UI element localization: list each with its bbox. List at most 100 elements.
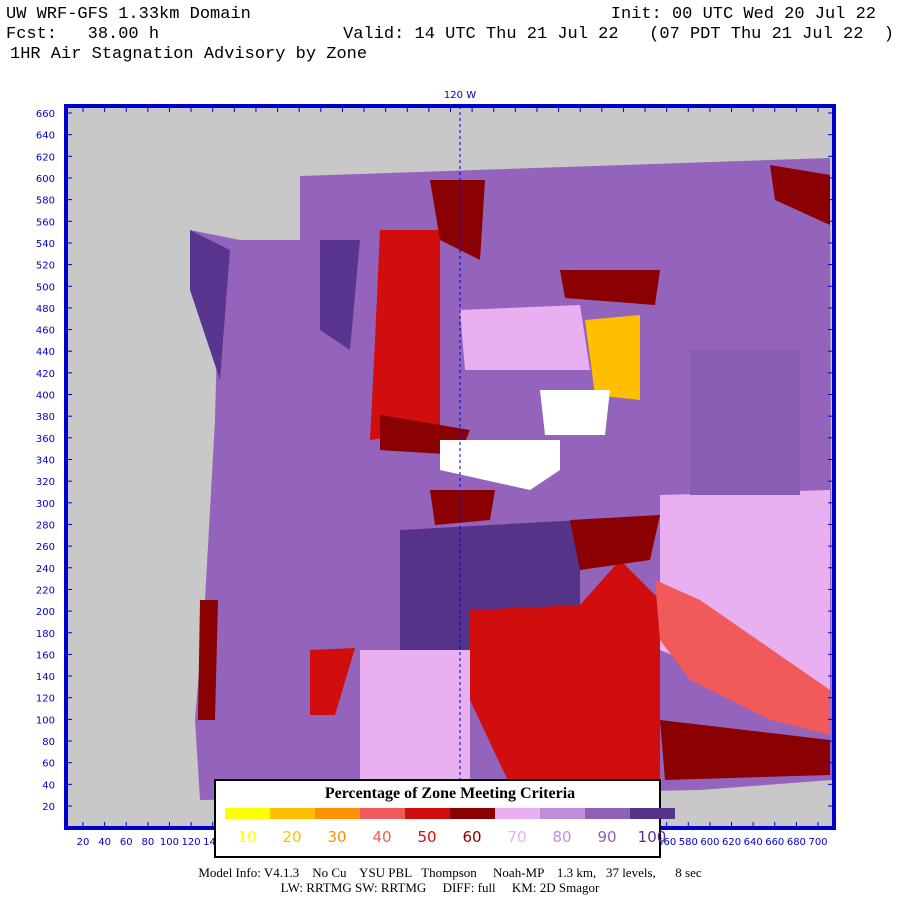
zone (585, 315, 640, 400)
x-tick-label: 560 (657, 837, 676, 848)
zone (190, 230, 230, 380)
legend-swatch (270, 808, 315, 819)
legend-label: 70 (507, 828, 526, 846)
y-tick-label: 660 (36, 109, 55, 120)
y-tick-label: 340 (36, 456, 55, 467)
x-tick-label: 600 (700, 837, 719, 848)
y-tick-label: 420 (36, 369, 55, 380)
y-tick-label: 560 (36, 217, 55, 228)
legend-swatch (225, 808, 270, 819)
legend-label: 30 (327, 828, 346, 846)
zone (440, 440, 560, 490)
y-tick-label: 140 (36, 672, 55, 683)
zone (570, 515, 660, 570)
zone (655, 580, 830, 735)
y-tick-label: 200 (36, 607, 55, 618)
legend: Percentage of Zone Meeting Criteria 10 20… (214, 779, 675, 858)
x-tick-label: 700 (808, 837, 827, 848)
x-tick-label: 40 (98, 837, 111, 848)
legend-swatch (540, 808, 585, 819)
x-tick-label: 100 (160, 837, 179, 848)
y-tick-label: 120 (36, 694, 55, 705)
y-tick-label: 240 (36, 564, 55, 575)
y-tick-label: 380 (36, 412, 55, 423)
valid-time: Valid: 14 UTC Thu 21 Jul 22 (07 PDT Thu … (343, 25, 894, 44)
legend-swatch (585, 808, 630, 819)
legend-swatch (450, 808, 495, 819)
x-tick-label: 20 (77, 837, 90, 848)
y-tick-label: 600 (36, 174, 55, 185)
y-tick-label: 360 (36, 434, 55, 445)
zone (360, 650, 470, 780)
x-tick-label: 120 (182, 837, 201, 848)
legend-label: 20 (282, 828, 301, 846)
x-tick-label: 140 (203, 837, 222, 848)
zone (430, 180, 485, 260)
x-tick-label: 580 (679, 837, 698, 848)
y-tick-label: 460 (36, 326, 55, 337)
y-tick-label: 20 (42, 802, 55, 813)
y-tick-label: 320 (36, 477, 55, 488)
x-tick-label: 660 (765, 837, 784, 848)
zone (690, 350, 800, 495)
footer-model-info: Model Info: V4.1.3 No Cu YSU PBL Thompso… (198, 865, 701, 880)
zone (470, 560, 660, 785)
y-tick-label: 480 (36, 304, 55, 315)
legend-swatch (630, 808, 675, 819)
zone (198, 600, 218, 720)
zone (430, 490, 495, 525)
legend-levels: 10 20 30 40 50 60 70 80 90 100 (225, 808, 675, 846)
legend-label: 80 (552, 828, 571, 846)
y-tick-label: 580 (36, 196, 55, 207)
x-tick-label: 640 (744, 837, 763, 848)
legend-label: 90 (597, 828, 616, 846)
y-tick-label: 640 (36, 131, 55, 142)
product-title: 1HR Air Stagnation Advisory by Zone (10, 45, 367, 64)
zone (370, 230, 440, 440)
y-tick-label: 260 (36, 542, 55, 553)
x-tick-label: 80 (141, 837, 154, 848)
legend-label: 40 (372, 828, 391, 846)
zone (660, 720, 830, 780)
y-tick-label: 520 (36, 261, 55, 272)
y-tick-label: 180 (36, 629, 55, 640)
y-tick-label: 220 (36, 585, 55, 596)
legend-swatch (405, 808, 450, 819)
y-tick-label: 300 (36, 499, 55, 510)
y-tick-label: 160 (36, 650, 55, 661)
legend-label: 50 (417, 828, 436, 846)
y-tick-label: 60 (42, 759, 55, 770)
x-tick-label: 680 (787, 837, 806, 848)
meridian-label: 120 W (444, 90, 476, 101)
x-tick-label: 620 (722, 837, 741, 848)
zone (540, 390, 610, 435)
footer-physics: LW: RRTMG SW: RRTMG DIFF: full KM: 2D Sm… (281, 880, 600, 895)
legend-swatch (495, 808, 540, 819)
y-tick-label: 620 (36, 152, 55, 163)
init-time: Init: 00 UTC Wed 20 Jul 22 (611, 5, 876, 24)
legend-label: 60 (462, 828, 481, 846)
y-tick-label: 280 (36, 520, 55, 531)
zone (770, 165, 830, 225)
legend-title: Percentage of Zone Meeting Criteria (325, 785, 575, 802)
y-tick-label: 500 (36, 282, 55, 293)
legend-label: 100 (638, 828, 667, 846)
y-tick-label: 100 (36, 715, 55, 726)
zone (320, 240, 360, 350)
x-tick-label: 60 (120, 837, 133, 848)
zone (400, 520, 580, 650)
zone (310, 648, 355, 715)
y-tick-label: 80 (42, 737, 55, 748)
legend-swatch (315, 808, 360, 819)
legend-label: 10 (237, 828, 256, 846)
map: 120 W (64, 90, 836, 830)
legend-swatch (360, 808, 405, 819)
y-tick-label: 400 (36, 391, 55, 402)
forecast-hour: Fcst: 38.00 h (6, 25, 159, 44)
zone (560, 270, 660, 305)
y-tick-label: 40 (42, 780, 55, 791)
model-title: UW WRF-GFS 1.33km Domain (6, 5, 251, 24)
y-tick-label: 440 (36, 347, 55, 358)
zone (460, 305, 590, 370)
